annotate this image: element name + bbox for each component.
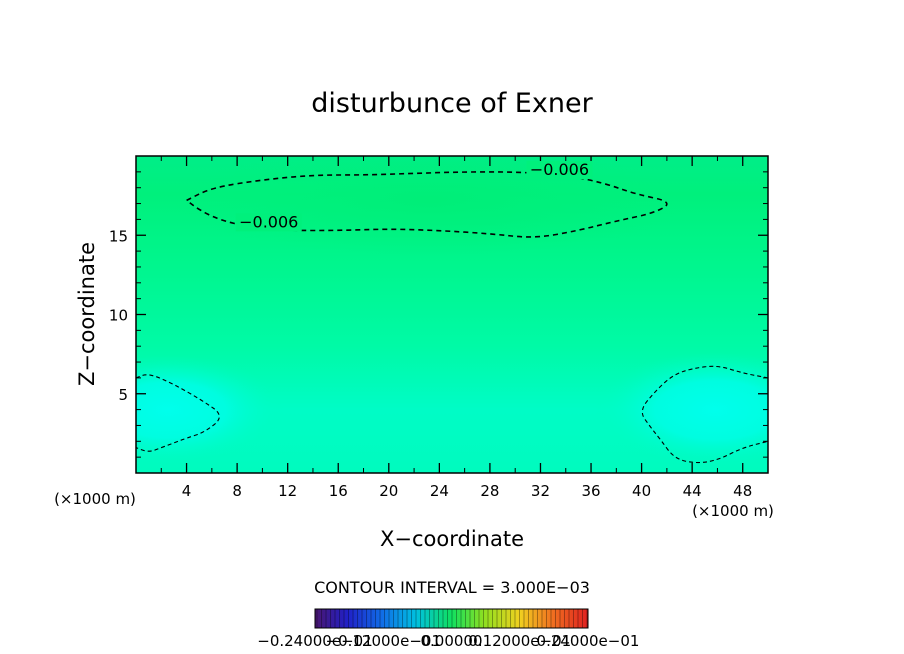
y-tick-label: 10 — [109, 307, 128, 325]
x-axis-label: X−coordinate — [380, 527, 524, 551]
x-tick-label: 16 — [329, 482, 348, 500]
colorbar-gradient — [314, 608, 589, 629]
contour-line — [186, 171, 668, 238]
contours — [136, 171, 768, 464]
x-tick-label: 12 — [278, 482, 297, 500]
field-blob-left — [136, 355, 283, 465]
plot-area — [136, 156, 768, 473]
colorbar-tick-label: 0.00000 — [420, 632, 482, 650]
chart-title: disturbunce of Exner — [311, 88, 593, 119]
y-ticks: 5 10 15 — [109, 171, 768, 458]
y-tick-label: 15 — [109, 227, 128, 245]
field-blob-right — [595, 352, 768, 468]
colorbar-tick-label: −0.12000e−01 — [326, 632, 441, 650]
x-tick-label: 8 — [232, 482, 242, 500]
x-tick-label: 32 — [531, 482, 550, 500]
x-tick-label: 48 — [733, 482, 752, 500]
colorbar-tick-label: −0.24000e−01 — [257, 632, 372, 650]
x-tick-label: 44 — [683, 482, 702, 500]
contour-labels: −0.006 −0.006 — [235, 160, 593, 232]
contour-label: −0.006 — [239, 212, 298, 231]
field-top-core — [170, 156, 690, 255]
contour-line — [136, 374, 220, 452]
colorbar-tick-label: 0.12000e−01 — [468, 632, 571, 650]
x-tick-label: 28 — [480, 482, 499, 500]
colorbar-labels: −0.24000e−01−0.12000e−010.000000.12000e−… — [257, 632, 639, 650]
x-tick-label: 36 — [581, 482, 600, 500]
colorbar-tick-label: 0.24000e−01 — [537, 632, 640, 650]
y-tick-label: 5 — [118, 386, 128, 404]
x-tick-label: 40 — [632, 482, 651, 500]
colorbar: −0.24000e−01−0.12000e−010.000000.12000e−… — [257, 608, 639, 650]
x-tick-label: 24 — [430, 482, 449, 500]
contour-line — [641, 365, 768, 464]
x-tick-label: 4 — [182, 482, 192, 500]
contour-label-bg — [235, 213, 302, 232]
x-unit-label-right: (×1000 m) — [692, 502, 774, 520]
contour-interval-text: CONTOUR INTERVAL = 3.000E−03 — [314, 578, 590, 597]
x-unit-label-left: (×1000 m) — [54, 490, 136, 508]
contour-label: −0.006 — [530, 160, 589, 179]
contour-label-bg — [526, 161, 593, 180]
y-axis-label: Z−coordinate — [75, 242, 99, 386]
x-ticks: 4 8 12 16 20 24 28 32 36 40 44 48 — [160, 156, 752, 500]
colorbar-stripes — [316, 609, 588, 628]
x-tick-label: 20 — [379, 482, 398, 500]
